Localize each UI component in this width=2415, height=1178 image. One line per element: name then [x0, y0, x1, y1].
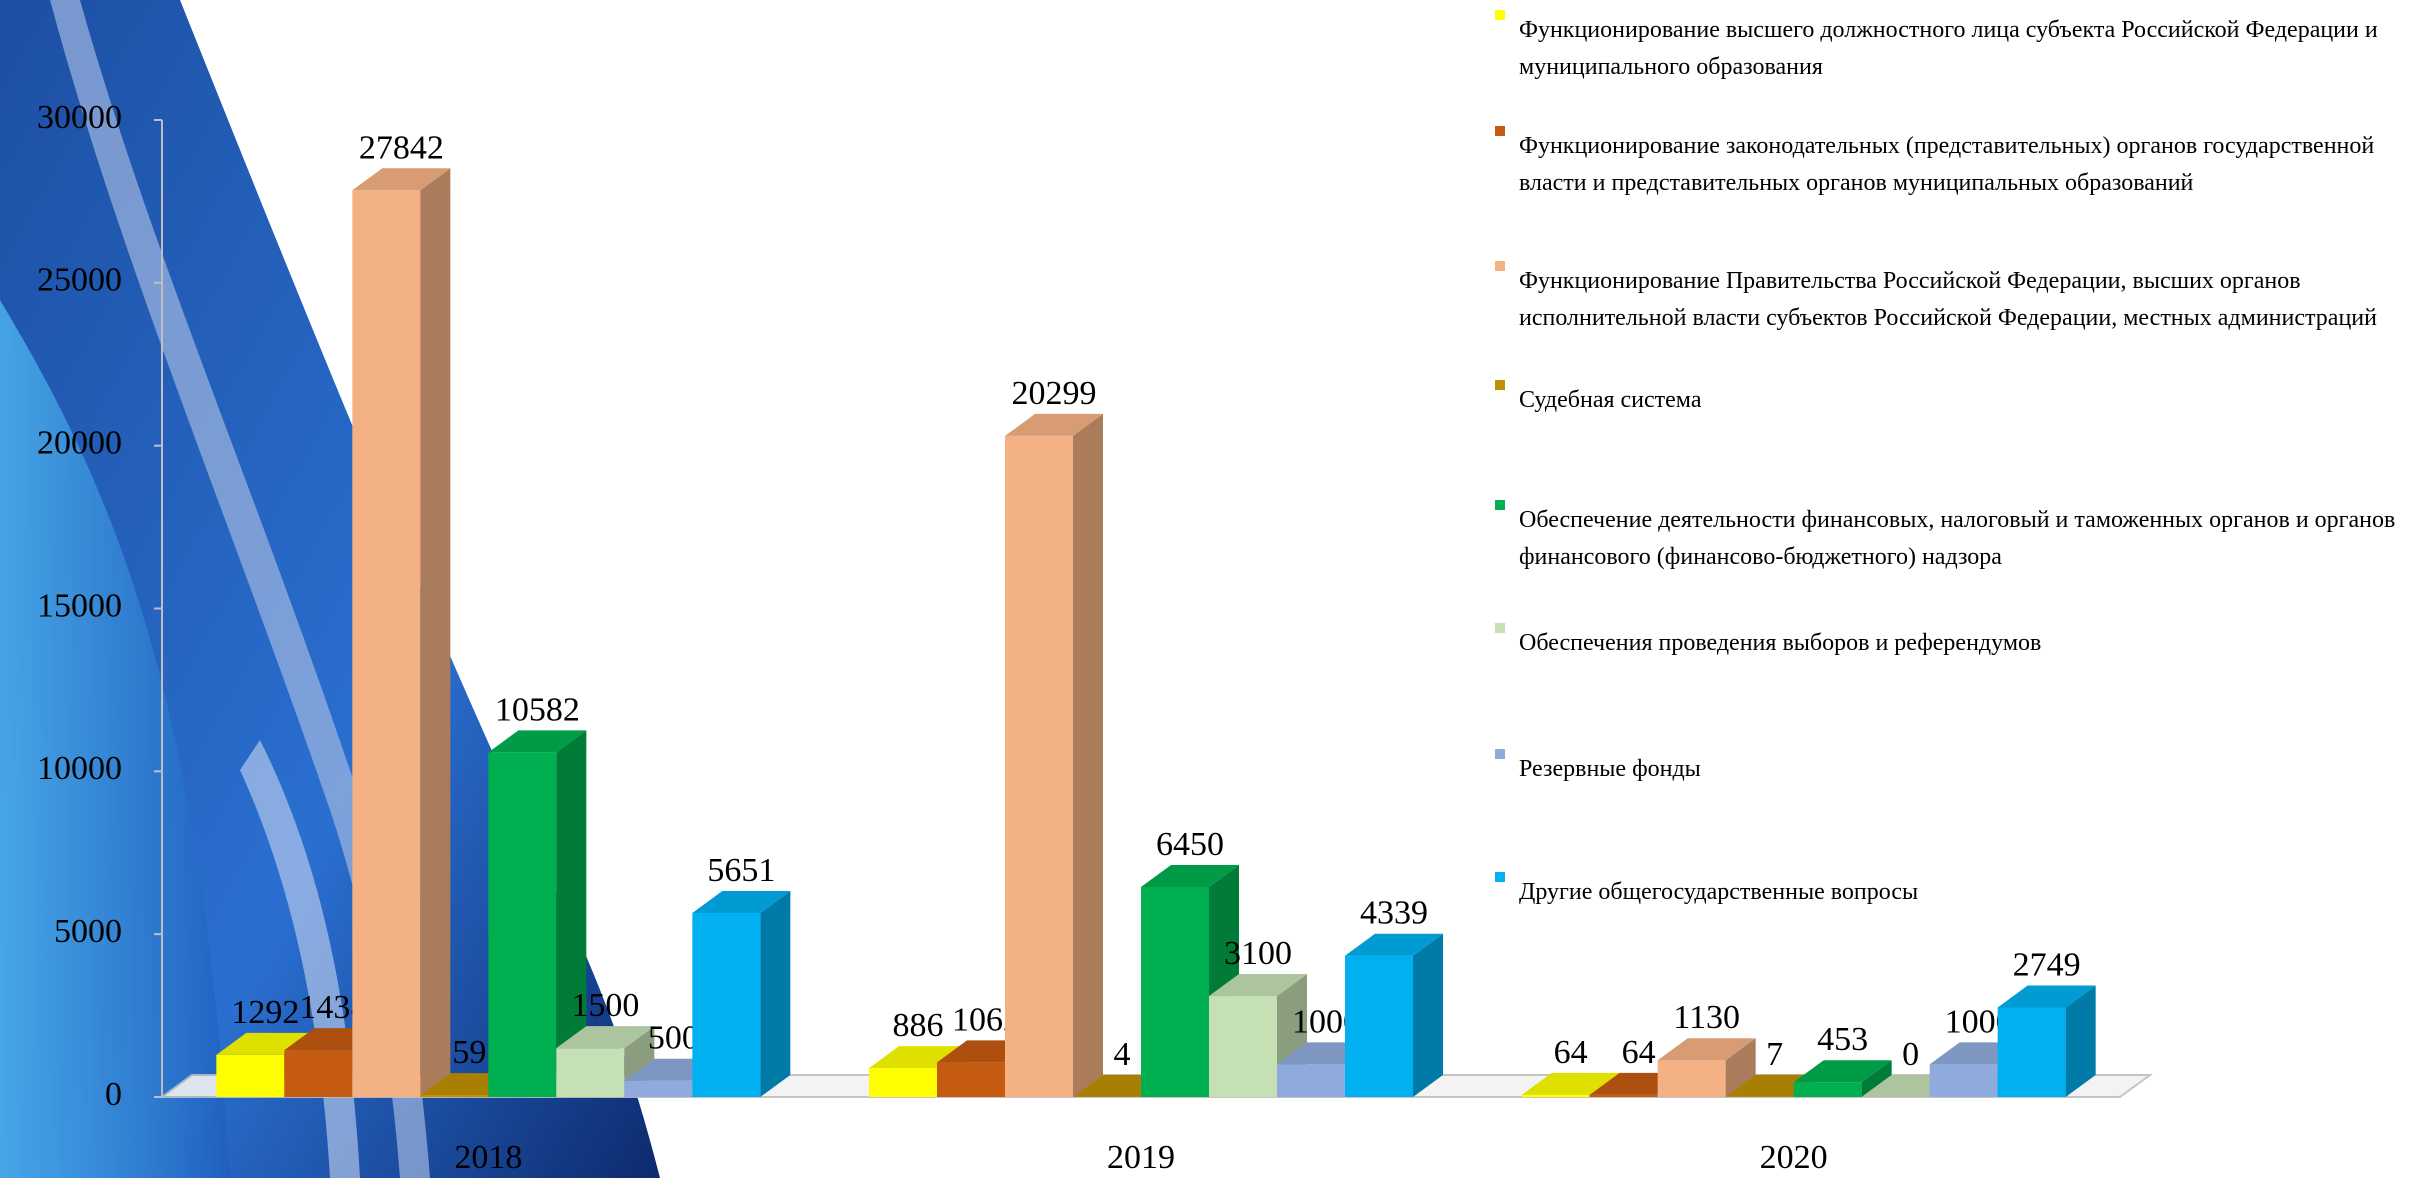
bar-top [692, 890, 791, 913]
data-label: 453 [1817, 1021, 1868, 1058]
data-label: 1500 [571, 987, 639, 1024]
bar-side [1073, 413, 1103, 1098]
data-label: 2749 [2013, 946, 2081, 983]
bar [1277, 1064, 1345, 1097]
legend-swatch [1495, 261, 1505, 271]
bar-side [556, 730, 587, 1097]
bar-top [1005, 413, 1103, 436]
data-label: 5651 [707, 852, 775, 889]
bar [692, 912, 761, 1097]
y-tick-label: 20000 [37, 424, 122, 461]
legend-label: Функционирование Правительства Российско… [1519, 268, 2377, 331]
legend-label: Функционирование высшего должностного ли… [1519, 17, 2378, 80]
bar [1657, 1060, 1726, 1097]
bar [937, 1062, 1005, 1097]
legend-swatch [1495, 380, 1505, 390]
data-label: 4 [1114, 1036, 1131, 1073]
bar-side [1413, 933, 1443, 1097]
legend-label: Резервные фонды [1519, 756, 1701, 782]
legend-label: Обеспечение деятельности финансовых, нал… [1519, 507, 2396, 570]
data-label: 27842 [359, 129, 444, 166]
bar [556, 1048, 625, 1097]
y-tick-label: 30000 [37, 99, 122, 136]
bar [1209, 996, 1277, 1097]
data-label: 3100 [1224, 935, 1292, 972]
bar [216, 1054, 285, 1097]
legend: Функционирование высшего должностного ли… [1495, 0, 2415, 1178]
y-tick-label: 5000 [54, 913, 122, 950]
data-label: 0 [1902, 1036, 1919, 1073]
bar [1997, 1007, 2066, 1097]
legend-swatch [1495, 872, 1505, 882]
legend-swatch [1495, 500, 1505, 510]
bar-top [1793, 1060, 1892, 1083]
legend-label: Другие общегосударственные вопросы [1519, 879, 1919, 905]
bar [284, 1050, 353, 1097]
bar-top [1209, 974, 1307, 997]
legend-swatch [1495, 126, 1505, 136]
bar-side [420, 168, 451, 1097]
bar-top [488, 730, 587, 753]
x-tick-label: 2019 [1107, 1139, 1175, 1176]
bar [1589, 1094, 1658, 1097]
bar-top [1345, 933, 1443, 956]
legend-label: Функционирование законодательных (предст… [1519, 133, 2375, 196]
bar [1141, 886, 1209, 1097]
bar-top [1141, 864, 1239, 887]
bar-top [1657, 1038, 1756, 1061]
bar-side [1861, 1060, 1892, 1097]
data-label: 10582 [495, 691, 580, 728]
data-label: 64 [1622, 1034, 1656, 1071]
bar [1929, 1064, 1998, 1097]
legend-label: Судебная система [1519, 387, 1702, 413]
y-tick-label: 15000 [37, 587, 122, 624]
data-label: 1130 [1673, 999, 1740, 1036]
bar-side [760, 890, 791, 1097]
data-label: 7 [1766, 1036, 1783, 1073]
bar [624, 1080, 693, 1097]
bar [352, 190, 421, 1097]
data-label: 4339 [1360, 895, 1428, 932]
data-label: 500 [648, 1020, 699, 1057]
data-label: 64 [1554, 1034, 1588, 1071]
bar [869, 1068, 937, 1097]
data-label: 20299 [1012, 375, 1097, 412]
legend-swatch [1495, 749, 1505, 759]
bar-side [1725, 1038, 1756, 1097]
x-tick-label: 2018 [454, 1139, 522, 1176]
data-label: 1292 [231, 994, 299, 1031]
bar [1521, 1094, 1590, 1097]
data-label: 6450 [1156, 826, 1224, 863]
bar [488, 752, 557, 1097]
bar [420, 1095, 489, 1097]
y-tick-label: 10000 [37, 750, 122, 787]
legend-swatch [1495, 10, 1505, 20]
bar-top [556, 1026, 655, 1049]
data-label: 59 [452, 1034, 486, 1071]
data-label: 886 [893, 1007, 944, 1044]
y-tick-label: 0 [105, 1076, 122, 1113]
y-tick-label: 25000 [37, 262, 122, 299]
x-tick-label: 2020 [1760, 1139, 1828, 1176]
bar [1793, 1082, 1862, 1097]
bar-top [352, 168, 451, 191]
bar-top [1521, 1072, 1620, 1095]
bar [1345, 955, 1413, 1097]
bar-top [1997, 985, 2096, 1008]
legend-label: Обеспечения проведения выборов и референ… [1519, 630, 2042, 656]
legend-swatch [1495, 623, 1505, 633]
bar-side [2065, 985, 2096, 1097]
bar [1005, 435, 1073, 1098]
